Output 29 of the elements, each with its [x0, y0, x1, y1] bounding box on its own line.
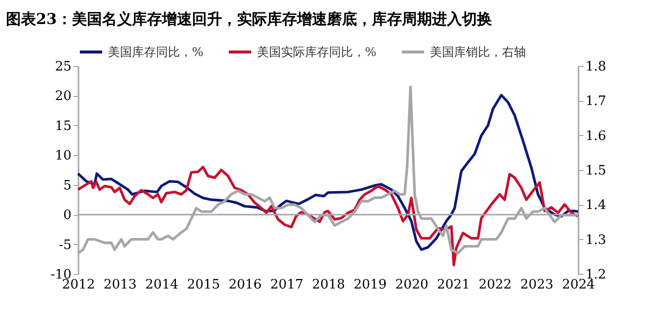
- y-tick-label: 25: [54, 60, 72, 74]
- y-tick-label: 5: [63, 178, 72, 194]
- legend-label: 美国实际库存同比，%: [257, 45, 376, 59]
- x-tick-label: 2014: [145, 278, 178, 292]
- x-tick-label: 2018: [312, 278, 346, 292]
- y2-tick-label: 1.8: [586, 60, 606, 74]
- legend-label: 美国库存同比，%: [108, 45, 204, 59]
- x-tick-label: 2022: [478, 278, 512, 292]
- x-tick-label: 2015: [186, 278, 220, 292]
- y2-tick-label: 1.3: [586, 232, 606, 248]
- x-tick-label: 2020: [395, 278, 428, 292]
- y-tick-label: -5: [58, 238, 72, 253]
- x-tick-label: 2013: [104, 278, 137, 292]
- line-series: [76, 166, 580, 266]
- y2-tick-label: 1.4: [586, 198, 606, 214]
- x-tick-label: 2021: [436, 278, 470, 292]
- chart-title: 图表23：美国名义库存增速回升，实际库存增速磨底，库存周期进入切换: [6, 10, 492, 28]
- y2-tick-label: 1.6: [586, 128, 606, 144]
- y-tick-label: 20: [54, 89, 72, 104]
- x-tick-label: 2019: [354, 278, 387, 292]
- y2-tick-label: 1.7: [586, 94, 606, 110]
- y-tick-label: 0: [63, 208, 72, 224]
- x-tick-label: 2023: [520, 278, 554, 292]
- x-tick-label: 2016: [228, 278, 262, 292]
- y-tick-label: 10: [54, 148, 72, 164]
- x-tick-label: 2017: [270, 278, 304, 292]
- y-tick-label: 15: [54, 118, 72, 134]
- legend-label: 美国库销比，右轴: [430, 45, 526, 59]
- y2-tick-label: 1.5: [586, 164, 606, 178]
